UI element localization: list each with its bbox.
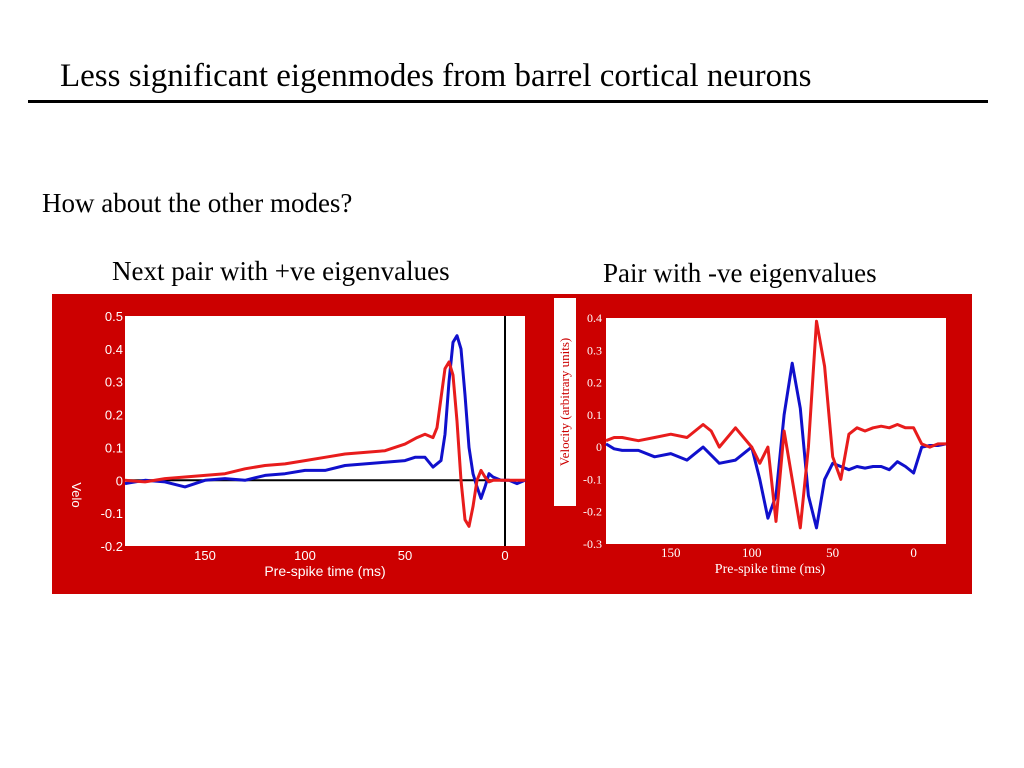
right-y-tick-label: 0.2: [587, 376, 602, 390]
right-y-axis-label: Velocity (arbitrary units): [557, 338, 572, 467]
right-y-tick-label: 0.1: [587, 408, 602, 422]
right-y-tick-label: 0.3: [587, 343, 602, 357]
left-y-tick-label: 0.3: [105, 375, 123, 390]
right-y-label-strip: [554, 298, 576, 506]
left-chart-subtitle: Next pair with +ve eigenvalues: [112, 256, 450, 286]
left-series-red-line: [124, 360, 525, 528]
left-y-tick-label: 0.2: [105, 408, 123, 423]
left-x-tick-label: 100: [294, 548, 316, 563]
right-x-tick-label: 0: [910, 545, 917, 560]
left-y-axis-label: Velo: [69, 482, 84, 507]
right-chart-subtitle: Pair with -ve eigenvalues: [603, 258, 877, 288]
right-x-axis-label: Pre-spike time (ms): [715, 562, 826, 577]
left-eigenmode-chart: 0.5 0.4 0.3 0.2 0.1 0 -0.1 -0.2 150 100 50 0 Pre-spi…: [69, 309, 526, 579]
left-y-tick-label: -0.2: [101, 539, 123, 554]
left-y-tick-label: 0.5: [105, 309, 123, 324]
left-x-tick-label: 0: [501, 548, 508, 563]
right-x-tick-label: 100: [742, 545, 762, 560]
right-x-tick-label: 50: [826, 545, 839, 560]
left-x-tick-label: 50: [398, 548, 412, 563]
right-y-tick-label: -0.2: [583, 505, 602, 519]
left-series-blue-line: [124, 334, 526, 500]
left-y-tick-label: 0.4: [105, 342, 123, 357]
right-eigenmode-chart: 0.4 0.3 0.2 0.1 0 -0.1 -0.2 -0.3 150 100 50 0 Pre-sp…: [554, 298, 947, 577]
left-y-tick-label: 0: [116, 473, 123, 488]
title-underline: [28, 100, 988, 103]
left-y-tick-label: 0.1: [105, 440, 123, 455]
slide-title: Less significant eigenmodes from barrel …: [60, 58, 812, 94]
left-y-tick-label: -0.1: [101, 506, 123, 521]
left-x-axis-label: Pre-spike time (ms): [264, 563, 385, 579]
right-y-tick-label: 0.4: [587, 311, 602, 325]
right-series-blue-line: [605, 361, 947, 530]
right-y-tick-label: -0.3: [583, 537, 602, 551]
right-series-red-line: [605, 319, 946, 530]
right-y-tick-label: -0.1: [583, 472, 602, 486]
right-y-tick-label: 0: [596, 440, 602, 454]
question-text: How about the other modes?: [42, 188, 353, 218]
left-x-tick-label: 150: [194, 548, 216, 563]
right-x-tick-label: 150: [661, 545, 681, 560]
